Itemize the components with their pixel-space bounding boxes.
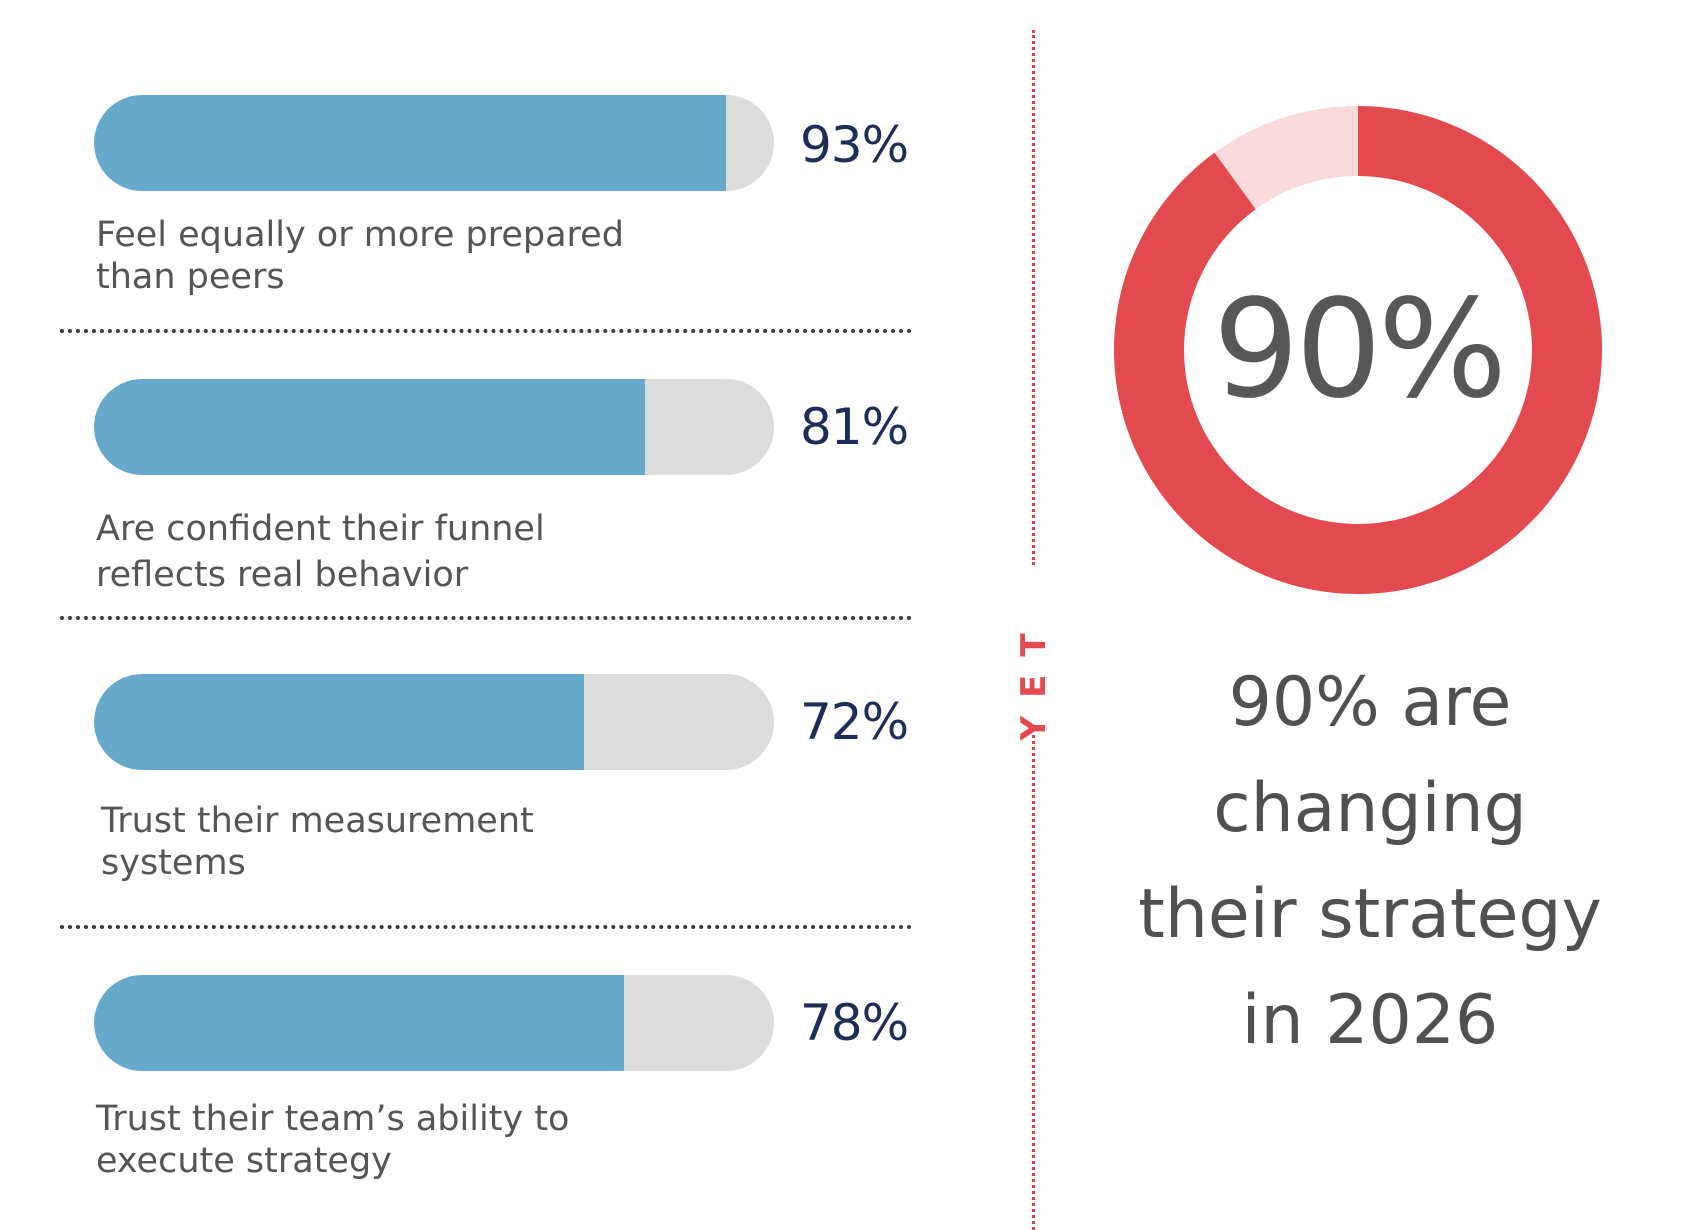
bar-label-line: systems: [101, 843, 246, 883]
bar-label: Are confident their funnel reflects real…: [96, 508, 736, 596]
caption-line: in 2026: [1241, 981, 1499, 1060]
caption-line: their strategy: [1138, 875, 1602, 954]
bar-label: Feel equally or more prepared than peers: [96, 214, 736, 298]
bar-label-line: reflects real behavior: [96, 555, 469, 595]
donut-slice-remainder: [1214, 106, 1358, 210]
bar-fill: [94, 95, 727, 191]
donut-svg: [1114, 106, 1602, 594]
yet-label: YET: [1014, 615, 1054, 741]
bar-value: 78%: [800, 994, 909, 1052]
dotted-separator: [60, 925, 912, 929]
bar-track: [94, 975, 774, 1071]
bar-label: Trust their team’s ability to execute st…: [96, 1098, 736, 1182]
dotted-separator: [60, 616, 912, 620]
bar-label-line: than peers: [96, 257, 285, 297]
bar-track: [94, 379, 774, 475]
vertical-divider-top: [1032, 30, 1035, 565]
bar-fill: [94, 674, 584, 770]
bar-track: [94, 95, 774, 191]
dotted-separator: [60, 329, 912, 333]
caption-line: changing: [1213, 769, 1527, 848]
vertical-divider-bottom: [1032, 735, 1035, 1230]
bar-label: Trust their measurement systems: [101, 800, 741, 884]
bar-fill: [94, 379, 645, 475]
bar-label-line: Trust their team’s ability to: [96, 1099, 570, 1139]
bar-label-line: execute strategy: [96, 1141, 392, 1181]
donut-center-label: 90%: [1212, 271, 1507, 429]
bar-value: 72%: [800, 693, 909, 751]
bar-label-line: Trust their measurement: [101, 801, 534, 841]
headline-caption: 90% are changing their strategy in 2026: [1110, 650, 1630, 1074]
bar-value: 81%: [800, 398, 909, 456]
caption-line: 90% are: [1228, 663, 1512, 742]
bar-track: [94, 674, 774, 770]
bar-label-line: Are confident their funnel: [96, 509, 545, 549]
donut-chart: 90%: [1114, 106, 1602, 594]
bar-fill: [94, 975, 625, 1071]
bar-label-line: Feel equally or more prepared: [96, 215, 624, 255]
bar-value: 93%: [800, 116, 909, 174]
